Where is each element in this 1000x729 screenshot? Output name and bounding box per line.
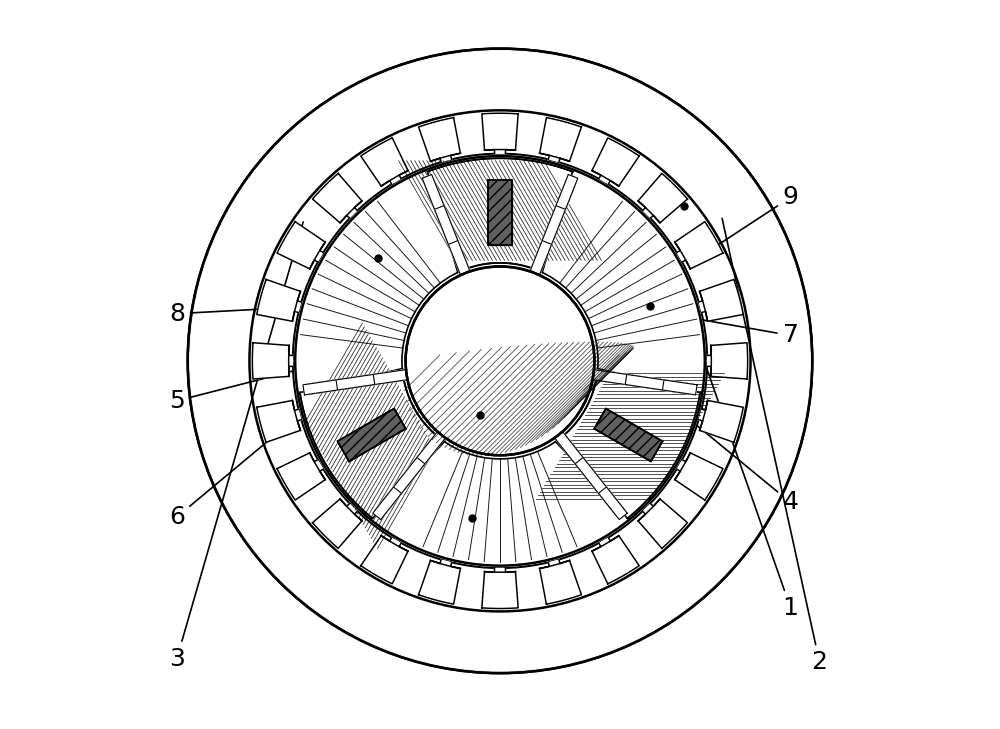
Polygon shape <box>592 138 639 186</box>
Polygon shape <box>528 182 575 279</box>
Text: 6: 6 <box>169 410 305 529</box>
Text: 5: 5 <box>169 365 316 413</box>
Polygon shape <box>419 117 460 163</box>
Polygon shape <box>638 174 687 223</box>
Polygon shape <box>488 180 512 246</box>
Circle shape <box>406 267 594 456</box>
Text: 7: 7 <box>670 314 798 348</box>
Polygon shape <box>698 279 743 321</box>
Polygon shape <box>361 536 408 584</box>
Polygon shape <box>588 369 689 394</box>
Polygon shape <box>422 174 444 209</box>
Text: 4: 4 <box>669 402 798 515</box>
Polygon shape <box>338 408 406 461</box>
Text: 1: 1 <box>690 320 798 620</box>
Polygon shape <box>315 364 449 393</box>
Circle shape <box>249 110 751 612</box>
Text: 2: 2 <box>722 219 828 674</box>
Polygon shape <box>675 222 723 269</box>
Polygon shape <box>540 558 581 604</box>
Polygon shape <box>514 186 573 314</box>
Polygon shape <box>625 375 693 394</box>
Circle shape <box>295 156 705 566</box>
Polygon shape <box>300 369 444 518</box>
Polygon shape <box>424 179 458 244</box>
Polygon shape <box>706 343 748 379</box>
Polygon shape <box>375 458 425 516</box>
Polygon shape <box>303 380 338 395</box>
Circle shape <box>294 155 706 567</box>
Polygon shape <box>252 343 294 379</box>
Polygon shape <box>419 558 460 604</box>
Polygon shape <box>311 369 412 394</box>
Polygon shape <box>482 567 518 609</box>
Polygon shape <box>257 279 302 321</box>
Circle shape <box>402 263 598 459</box>
Text: 9: 9 <box>698 185 798 257</box>
Polygon shape <box>540 117 581 163</box>
Polygon shape <box>551 364 685 393</box>
Polygon shape <box>575 458 625 516</box>
Polygon shape <box>427 186 486 314</box>
Circle shape <box>188 49 812 673</box>
Polygon shape <box>594 408 662 461</box>
Polygon shape <box>638 499 687 548</box>
Circle shape <box>293 154 707 568</box>
Polygon shape <box>378 428 448 513</box>
Polygon shape <box>662 380 697 395</box>
Polygon shape <box>592 536 639 584</box>
Polygon shape <box>542 179 576 244</box>
Polygon shape <box>427 158 573 273</box>
Polygon shape <box>277 222 325 269</box>
Polygon shape <box>556 174 578 209</box>
Polygon shape <box>373 487 402 520</box>
Polygon shape <box>361 138 408 186</box>
Polygon shape <box>307 375 375 394</box>
Polygon shape <box>698 400 743 443</box>
Polygon shape <box>277 453 325 500</box>
Circle shape <box>190 51 810 671</box>
Text: 8: 8 <box>169 302 308 326</box>
Polygon shape <box>556 369 700 518</box>
Polygon shape <box>425 182 472 279</box>
Text: 3: 3 <box>169 222 303 671</box>
Polygon shape <box>257 400 302 443</box>
Polygon shape <box>482 113 518 155</box>
Polygon shape <box>675 453 723 500</box>
Polygon shape <box>598 487 627 520</box>
Polygon shape <box>528 399 619 510</box>
Polygon shape <box>313 499 362 548</box>
Polygon shape <box>552 428 622 513</box>
Polygon shape <box>313 174 362 223</box>
Polygon shape <box>381 399 472 510</box>
